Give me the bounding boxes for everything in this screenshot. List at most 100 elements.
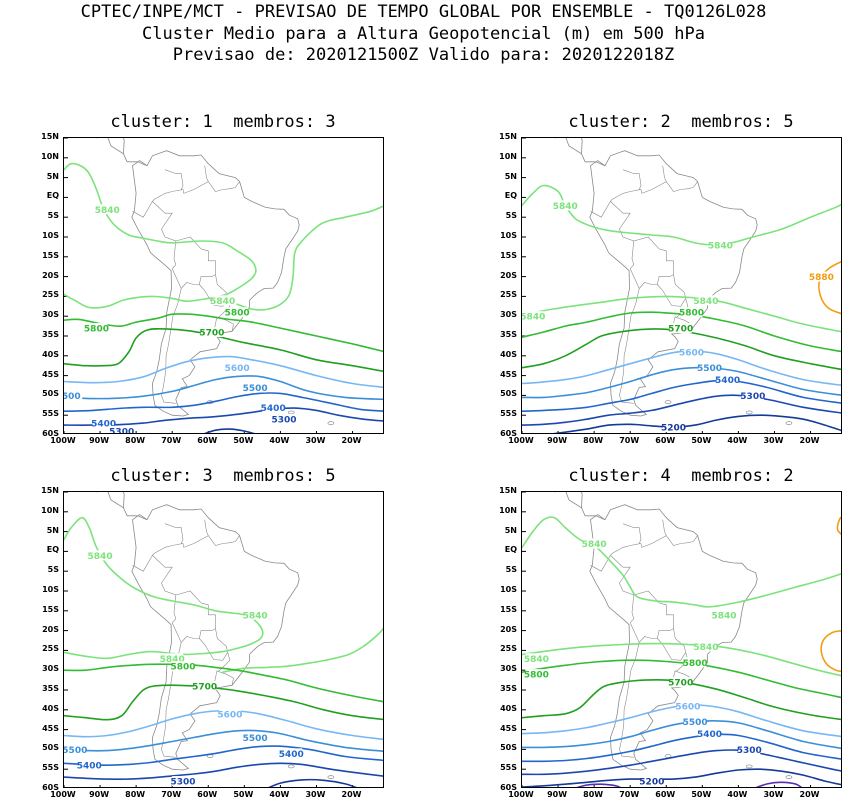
isoline-5600 [64,355,383,389]
map-canvas: 5840 5840 5840 5840 5800 5800 5700 5600 5500 5400… [522,492,841,787]
contour-label: 5840 [522,311,545,323]
country-border [657,274,687,307]
isoline-5400 [522,733,841,763]
lat-tick-label: 15S [500,604,517,614]
svg-text:5840: 5840 [711,611,736,621]
lat-tick-label: 35S [500,330,517,339]
lon-tick-label: 50W [233,790,254,799]
lat-tick-label: 40S [500,703,517,713]
coastline-central-america [554,138,606,167]
contour-label: 5300 [271,414,297,426]
svg-text:5400: 5400 [91,420,116,430]
contour-label: 5800 [170,661,196,673]
lat-tick-label: 5N [504,525,517,535]
svg-text:5840: 5840 [693,643,718,653]
lon-tick-label: 40W [269,790,290,799]
svg-text:5840: 5840 [160,655,185,665]
contour-label: 5700 [668,677,693,689]
lon-tick-label: 60W [655,436,676,445]
lon-tick-label: 20W [341,436,362,445]
svg-text:5500: 5500 [243,734,268,744]
island-outline [287,764,295,769]
isoline-5880 [818,260,841,315]
lat-tick-label: 40S [42,703,59,713]
isoline-5600 [64,709,383,741]
lat-tick-label: 60S [500,429,517,438]
coastline-south-america [131,504,300,771]
isoline-5300 [64,762,383,781]
lon-tick-label: 100W [50,790,76,799]
contour-label: 5800 [225,307,250,319]
panel-title: cluster: 1 membros: 3 [110,112,336,132]
island-outline [327,775,335,779]
contour-label: 5840 [243,609,268,621]
contour-label: 5400 [697,728,722,740]
island-outline [327,421,335,425]
svg-text:5700: 5700 [199,329,224,339]
panel-title: cluster: 3 membros: 5 [110,466,336,486]
lat-tick-label: 40S [42,349,59,359]
contour-label: 5840 [582,538,607,550]
isoline-5840 [236,205,383,311]
lat-tick-label: 10S [500,585,517,594]
lon-tick-label: 40W [727,436,748,445]
lat-tick-label: 15S [42,604,59,614]
country-border [641,519,667,548]
coastline-south-america [131,150,300,417]
contour-label: 5840 [95,204,120,216]
island-outline [745,410,753,415]
country-border [183,519,209,548]
svg-text:5840: 5840 [553,202,578,212]
svg-text:5400: 5400 [715,376,740,386]
lon-tick-label: 50W [691,436,712,445]
lon-tick-label: 70W [161,436,182,445]
contour-label: 5600 [679,346,704,358]
contour-label: 5840 [711,609,737,621]
lon-tick-label: 60W [197,436,218,445]
lat-tick-label: 30S [42,310,59,320]
country-border [208,535,240,546]
contour-label: 5200 [661,422,686,433]
contour-label: 5880 [809,271,834,283]
island-outline [745,764,753,769]
svg-text:5800: 5800 [679,309,704,319]
country-border [164,169,184,190]
lon-tick-label: 30W [763,436,784,445]
contour-label: 5840 [88,550,113,562]
lat-tick-label: 50S [500,389,517,399]
lat-tick-label: 5N [504,171,517,181]
country-border [610,555,635,623]
lon-tick-label: 30W [305,790,326,799]
isoline-5300 [64,407,383,426]
contour-label: 5400 [91,418,116,430]
panel-title: cluster: 4 membros: 2 [568,466,794,486]
map-panel-cluster-1: cluster: 1 membros: 3 15N 10N 5N EQ 5S 10S 15S 2… [0,112,420,457]
isoline-5500 [522,366,841,399]
country-border [622,523,642,544]
country-border [672,298,689,329]
contour-label: 5400 [261,402,286,414]
country-border [199,628,229,661]
country-border [216,670,234,686]
lat-tick-label: 15N [41,132,59,141]
contour-label: 5400 [77,760,102,772]
svg-text:5800: 5800 [225,309,250,319]
svg-text:5700: 5700 [192,683,217,693]
lat-tick-label: 20S [500,624,517,634]
isoline-5800 [522,311,841,353]
country-border [610,201,635,269]
contour-label: 5840 [708,239,733,251]
contour-label: 5800 [524,669,549,681]
svg-text:5300: 5300 [109,428,134,434]
forecast-dates: Previsao de: 2020121500Z Valido para: 20… [172,45,675,65]
lat-tick-label: 20S [42,270,59,280]
lat-tick-label: 5S [505,211,517,221]
map-panel-cluster-3: cluster: 3 membros: 5 15N 10N 5N EQ 5S 10S 15S 2… [0,466,420,803]
contour-label: 5300 [740,390,765,402]
isoline-5600 [522,704,841,738]
country-border [666,181,698,192]
coastline-central-america [554,492,606,521]
svg-text:5500: 5500 [64,746,87,756]
country-border [152,201,177,269]
contour-label: 500 [64,390,83,402]
